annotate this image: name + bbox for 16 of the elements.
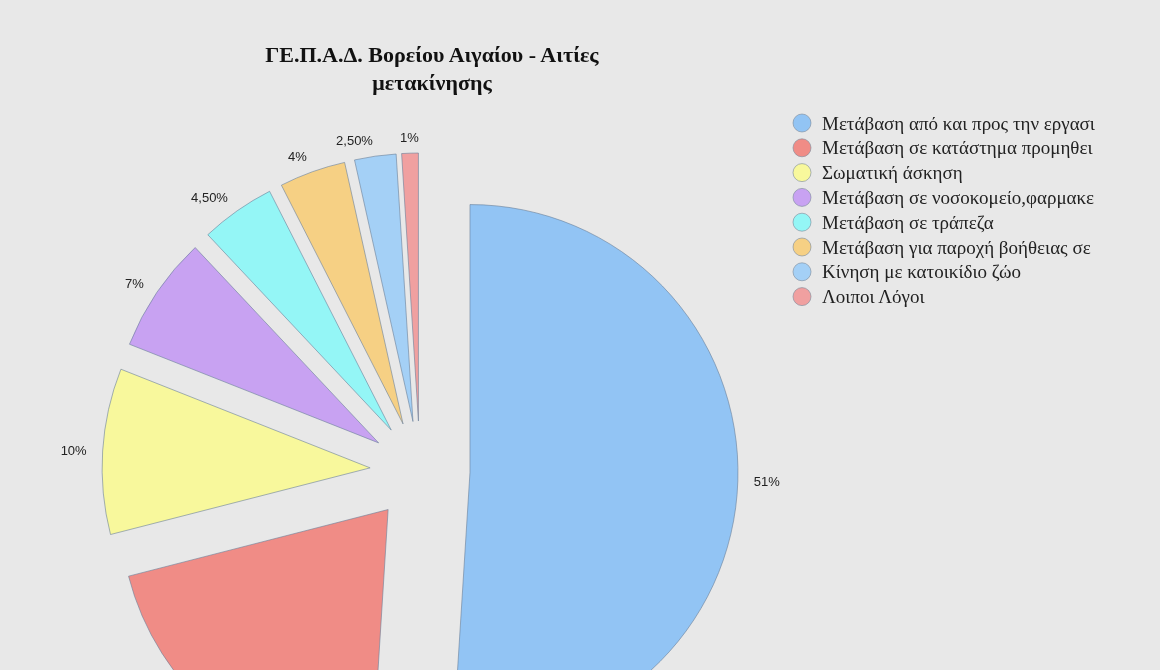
legend-label: Μετάβαση από και προς την εργασι xyxy=(822,112,1096,134)
legend-label: Κίνηση με κατοικίδιο ζώο xyxy=(822,261,1021,283)
data-label: 10% xyxy=(60,442,88,458)
data-label: 2,50% xyxy=(336,132,374,148)
legend-label: Μετάβαση σε τράπεζα xyxy=(822,211,994,233)
legend-label: Μετάβαση σε νοσοκομείο,φαρμακε xyxy=(822,187,1095,209)
legend-label: Μετάβαση για παροχή βοήθειας σε xyxy=(822,236,1091,258)
data-label: 7% xyxy=(124,275,145,291)
legend-label: Λοιποι Λόγοι xyxy=(822,286,926,308)
chart-title: ΓΕ.Π.Α.Δ. Βορείου Αιγαίου - Αιτίες μετακίνησης xyxy=(265,42,600,95)
data-label: 4% xyxy=(288,149,308,165)
data-label: 4,50% xyxy=(191,190,229,206)
legend-label: Σωματική άσκηση xyxy=(822,162,963,184)
data-label: 1% xyxy=(400,129,420,145)
legend-label: Μετάβαση σε κατάστημα προμηθει xyxy=(822,137,1094,159)
data-label: 51% xyxy=(753,474,781,490)
